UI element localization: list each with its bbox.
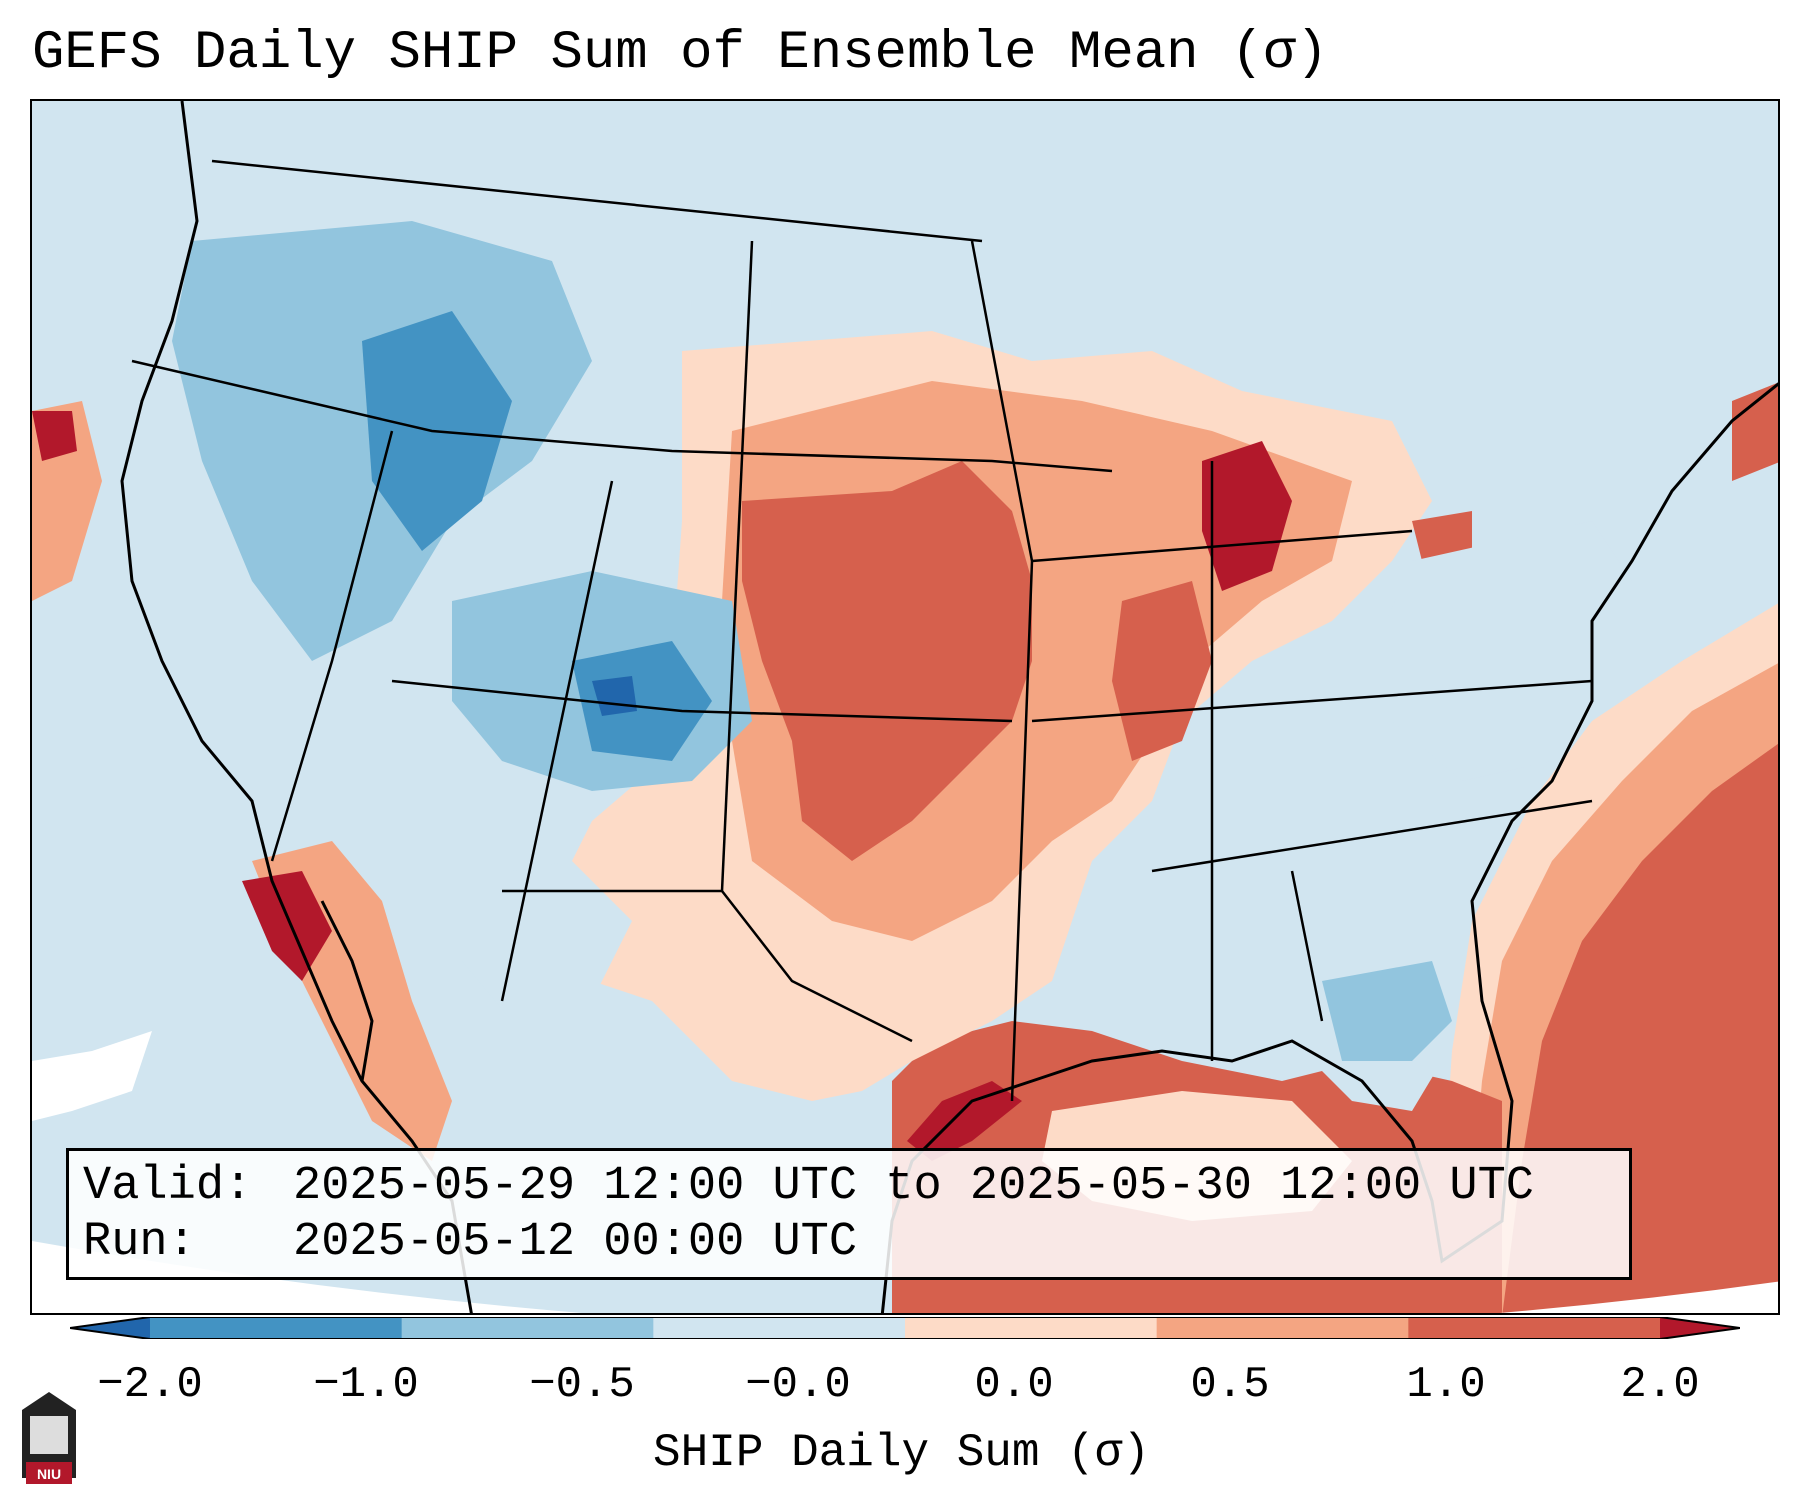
rockies-line	[720, 240, 754, 892]
validity-info-box: Valid: 2025-05-29 12:00 UTC to 2025-05-30…	[66, 1148, 1632, 1280]
run-value: 2025-05-12 00:00 UTC	[293, 1216, 858, 1269]
pacific-neutral	[32, 1031, 152, 1121]
colorbar-segment	[150, 1317, 403, 1339]
chart-title: GEFS Daily SHIP Sum of Ensemble Mean (σ)	[32, 23, 1329, 84]
south-line	[1151, 799, 1593, 873]
colorbar-segment	[1408, 1317, 1661, 1339]
lake-erie	[1412, 511, 1472, 561]
logo-window	[30, 1416, 68, 1454]
valid-label: Valid:	[83, 1160, 253, 1213]
texas-line	[502, 889, 913, 1043]
tick-label: −2.0	[97, 1360, 203, 1410]
us-canada-border	[211, 159, 983, 243]
valid-value: 2025-05-29 12:00 UTC to 2025-05-30 12:00…	[293, 1160, 1535, 1213]
baja-coast	[320, 900, 374, 1082]
texas-coast-max	[907, 1081, 1022, 1161]
tick-label: 1.0	[1406, 1360, 1486, 1410]
georgia-cool	[1322, 961, 1452, 1061]
tick-label: −1.0	[313, 1360, 419, 1410]
midwest-line	[1031, 529, 1413, 563]
northeast-neutral	[1382, 521, 1632, 781]
run-line: Run: 2025-05-12 00:00 UTC	[83, 1215, 1615, 1271]
tick-label: 0.5	[1190, 1360, 1270, 1410]
logo-banner	[26, 1462, 72, 1484]
valid-line: Valid: 2025-05-29 12:00 UTC to 2025-05-30…	[83, 1159, 1615, 1215]
niu-logo: NIU	[22, 1392, 76, 1484]
projection-edge	[32, 1241, 1778, 1313]
atlantic-north-strong	[1732, 382, 1778, 481]
northern-tier-line	[131, 359, 1113, 473]
tick-label: 0.0	[974, 1360, 1054, 1410]
illinois-strong	[1112, 581, 1212, 761]
tick-label: −0.5	[529, 1360, 635, 1410]
colorbar-segment	[401, 1317, 654, 1339]
colorbar-segment	[905, 1317, 1158, 1339]
central-line	[391, 679, 1013, 723]
state-borders	[131, 159, 1593, 1102]
run-label: Run:	[83, 1216, 196, 1269]
mid-south-line	[1031, 679, 1593, 723]
colorado-cool	[572, 641, 712, 761]
colorbar-segment	[1156, 1317, 1409, 1339]
tick-label: 2.0	[1620, 1360, 1700, 1410]
socal-max	[242, 871, 332, 981]
colorbar-segment	[653, 1317, 906, 1339]
logo-text: NIU	[37, 1466, 61, 1482]
map-panel	[30, 99, 1780, 1315]
lake-michigan-max	[1202, 441, 1292, 591]
west-coastline	[120, 101, 473, 1313]
southwest-neutral	[452, 861, 632, 1021]
tick-label: −0.0	[745, 1360, 851, 1410]
map-canvas	[32, 101, 1778, 1313]
pacific-max	[32, 411, 77, 461]
utah-line	[500, 480, 614, 1002]
plains-strong	[742, 461, 1032, 861]
alabama-line	[1290, 870, 1324, 1022]
colorbar-segments	[150, 1317, 1661, 1339]
colorbar-label: SHIP Daily Sum (σ)	[653, 1427, 1150, 1479]
nevada-line	[270, 430, 394, 862]
colorbar-extend-high	[1660, 1317, 1740, 1339]
colorbar-extend-low	[70, 1317, 150, 1339]
colorbar	[70, 1317, 1740, 1339]
